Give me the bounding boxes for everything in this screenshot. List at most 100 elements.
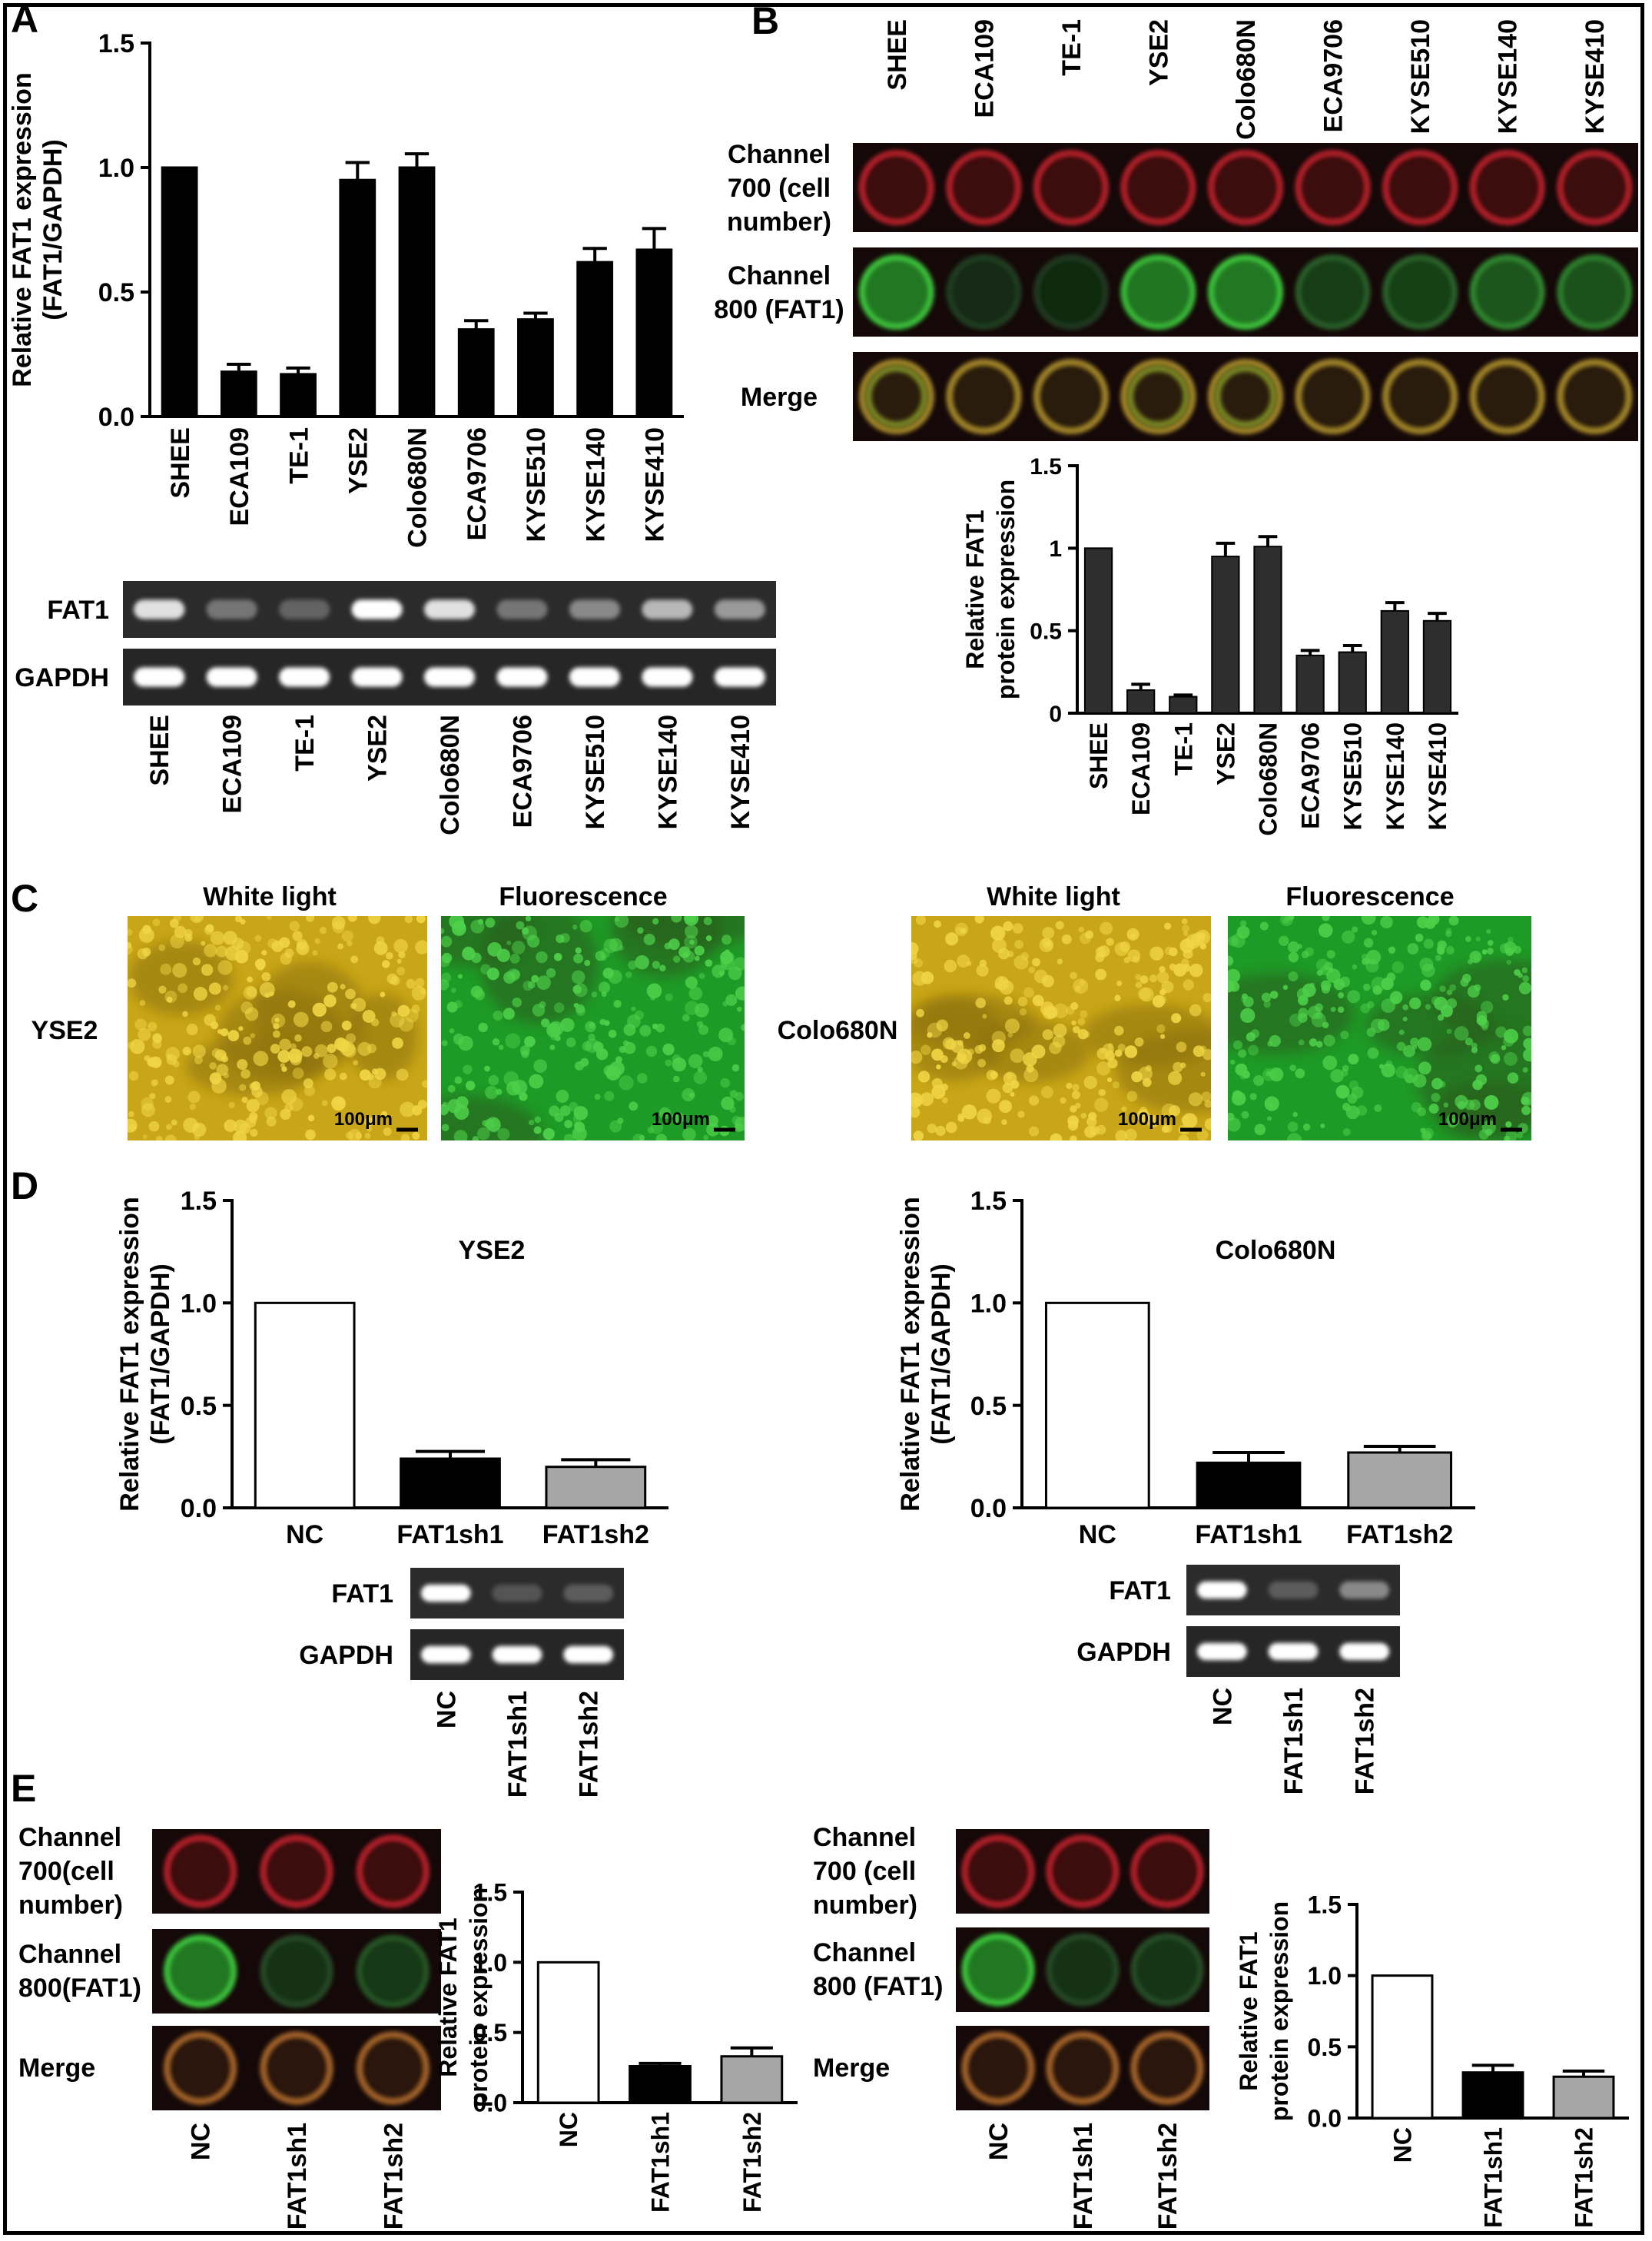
blot-row-800 bbox=[853, 247, 1638, 337]
cell bbox=[509, 953, 520, 964]
cell bbox=[1337, 1006, 1345, 1014]
blot-dot bbox=[1033, 254, 1109, 330]
gel-lane-label: ECA9706 bbox=[508, 715, 537, 828]
cell bbox=[1164, 922, 1172, 930]
cell bbox=[541, 1018, 550, 1028]
gel-band bbox=[351, 599, 403, 619]
E-right-blot-800 bbox=[956, 1927, 1209, 2012]
category-label: KYSE510 bbox=[1339, 722, 1367, 831]
bar-Colo680N bbox=[1253, 546, 1282, 714]
cell bbox=[241, 1097, 248, 1104]
E-right-blot-700 bbox=[956, 1829, 1209, 1914]
y-tick-label: 0.0 bbox=[970, 1494, 1007, 1523]
cell bbox=[1446, 989, 1453, 996]
cell bbox=[350, 1002, 357, 1009]
cell bbox=[1263, 1001, 1271, 1008]
gel-band bbox=[423, 667, 476, 687]
cell bbox=[170, 934, 185, 949]
cell bbox=[741, 1024, 745, 1031]
scale-bar-label: 100μm bbox=[652, 1109, 710, 1130]
cell bbox=[128, 1111, 134, 1117]
cell bbox=[347, 1128, 362, 1140]
cell bbox=[284, 1103, 294, 1112]
cell bbox=[1521, 967, 1528, 974]
blot-lane-label: ECA109 bbox=[970, 19, 999, 118]
cell bbox=[1070, 971, 1077, 980]
cell bbox=[147, 1057, 157, 1067]
cell bbox=[584, 959, 591, 967]
cell bbox=[151, 1079, 159, 1086]
cell bbox=[737, 1006, 742, 1012]
cell bbox=[727, 1037, 736, 1046]
cell bbox=[1095, 968, 1107, 981]
blot-dot bbox=[1382, 254, 1458, 330]
cell bbox=[368, 916, 381, 925]
cell bbox=[182, 1011, 188, 1018]
y-axis-label: (FAT1/GAPDH) bbox=[927, 1263, 956, 1444]
cell bbox=[238, 1026, 244, 1031]
blot-dot bbox=[946, 150, 1022, 225]
cell bbox=[442, 1101, 448, 1107]
cell bbox=[722, 935, 732, 945]
cell bbox=[192, 957, 201, 966]
gel-band bbox=[134, 599, 185, 619]
cell bbox=[559, 1105, 571, 1117]
cell bbox=[976, 964, 989, 977]
cell bbox=[289, 921, 300, 931]
cell bbox=[911, 1107, 921, 1118]
cell bbox=[573, 953, 583, 964]
cell bbox=[531, 974, 539, 983]
gel-lane-label: KYSE410 bbox=[726, 715, 755, 829]
cell bbox=[631, 1006, 636, 1011]
cell bbox=[1080, 1112, 1087, 1119]
blot-row-label: 800(FAT1) bbox=[18, 1974, 141, 2003]
cell bbox=[554, 1112, 564, 1122]
scale-bar-label: 100μm bbox=[1438, 1109, 1497, 1130]
blot-row-label: Channel bbox=[18, 1823, 121, 1852]
cell bbox=[1134, 1037, 1144, 1047]
cell bbox=[560, 1018, 575, 1032]
cell bbox=[1163, 1123, 1173, 1133]
cell bbox=[350, 955, 359, 964]
blot-dot bbox=[961, 2031, 1035, 2105]
cell bbox=[528, 1120, 535, 1126]
cell bbox=[400, 1101, 416, 1117]
brightfield-image-YSE2: 100μm bbox=[128, 916, 427, 1140]
cell bbox=[982, 1014, 987, 1019]
cell bbox=[548, 1021, 564, 1037]
cell bbox=[1402, 1004, 1408, 1011]
cell bbox=[1067, 1115, 1079, 1127]
cell bbox=[1131, 1071, 1143, 1083]
cell bbox=[1403, 1067, 1418, 1084]
cell bbox=[1017, 1111, 1025, 1118]
cell bbox=[224, 1119, 237, 1132]
gel-band bbox=[714, 667, 765, 687]
cell bbox=[1431, 1092, 1441, 1102]
cell bbox=[380, 991, 386, 998]
cell bbox=[1279, 916, 1293, 927]
blot-dot bbox=[1208, 150, 1283, 225]
cell bbox=[1486, 928, 1491, 935]
cell bbox=[536, 951, 548, 964]
cell bbox=[1003, 996, 1013, 1005]
cell bbox=[1320, 1123, 1325, 1129]
cell bbox=[357, 1041, 372, 1057]
cell bbox=[1071, 1020, 1076, 1026]
cell bbox=[1506, 959, 1511, 965]
cell bbox=[974, 1044, 984, 1054]
gel-lane-label: SHEE bbox=[145, 715, 174, 786]
cell bbox=[331, 916, 346, 930]
y-tick-label: 1.0 bbox=[98, 154, 134, 183]
gel-band bbox=[134, 667, 185, 687]
cell bbox=[1137, 988, 1151, 1001]
cell bbox=[1254, 1124, 1266, 1136]
cell bbox=[1066, 1082, 1073, 1090]
cell bbox=[659, 964, 666, 972]
gel-band bbox=[206, 599, 257, 619]
cell bbox=[1340, 1031, 1349, 1040]
cell bbox=[274, 1018, 280, 1023]
cell bbox=[396, 1068, 409, 1081]
bar-FAT1sh2 bbox=[720, 2055, 784, 2104]
cell bbox=[1183, 931, 1189, 936]
cell bbox=[201, 964, 214, 976]
